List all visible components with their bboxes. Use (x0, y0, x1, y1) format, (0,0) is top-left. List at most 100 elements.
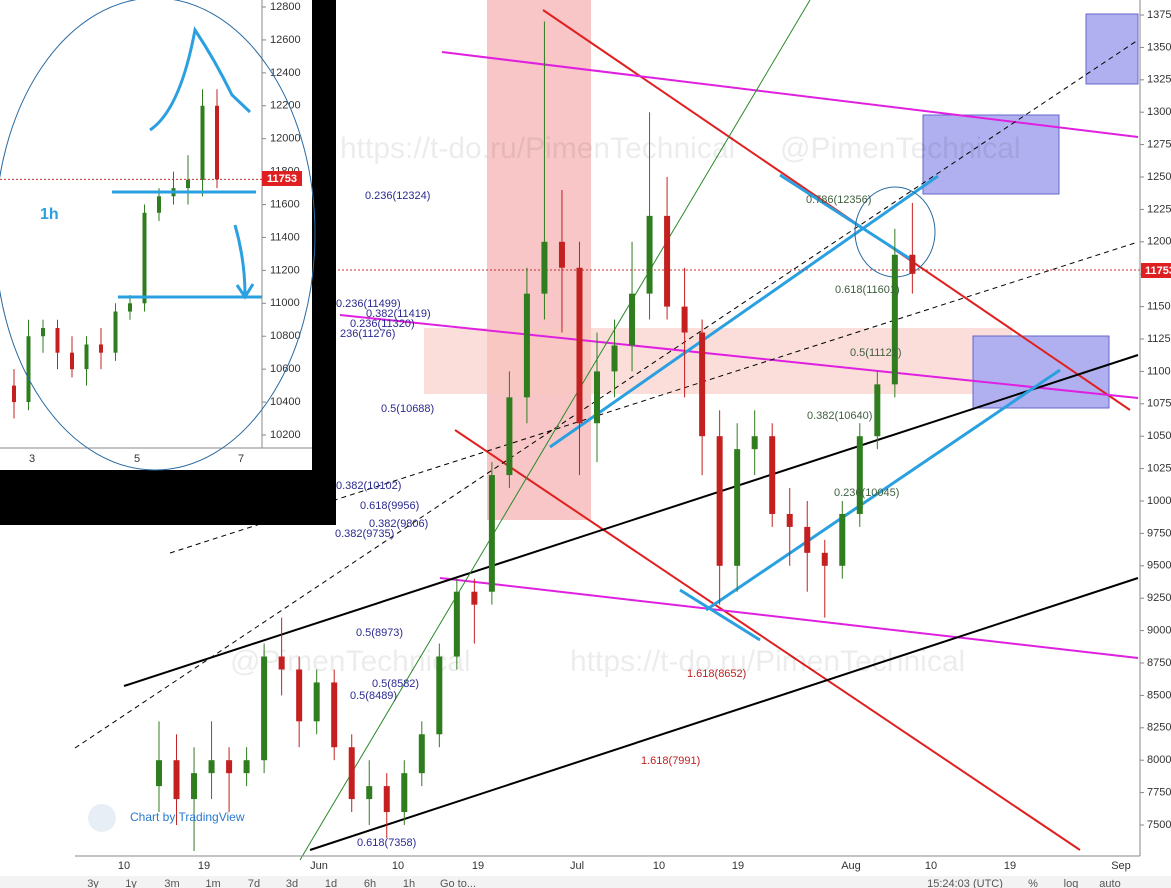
price-tick-label: 10500 (1147, 430, 1171, 442)
candle-body (646, 215, 653, 294)
candle-body (541, 241, 548, 294)
trend-line (439, 577, 1139, 659)
attribution: Chart by TradingView (130, 810, 245, 824)
range-button[interactable]: Go to... (440, 878, 476, 888)
zone (424, 328, 1012, 394)
date-label: Jul (570, 860, 584, 872)
date-label: 10 (118, 860, 130, 872)
candle-body (226, 760, 233, 774)
price-tick-label: 13750 (1147, 9, 1171, 21)
price-tick-label: 11500 (1147, 301, 1171, 313)
candle-body (157, 196, 161, 213)
date-label: 5 (134, 453, 140, 465)
option-button[interactable]: auto (1099, 878, 1120, 888)
last-price: 11753 (1145, 265, 1171, 277)
candle-body (611, 345, 618, 372)
price-tick-label: 9750 (1147, 527, 1171, 539)
price-tick-label: 12000 (270, 133, 301, 145)
trend-line (339, 314, 1139, 399)
candle-body (26, 336, 31, 403)
toolbar (0, 876, 1171, 888)
candle-body (99, 344, 103, 353)
range-button[interactable]: 1y (125, 878, 137, 888)
candle-body (84, 344, 89, 370)
fib-label: 0.382(9806) (369, 518, 428, 530)
date-label: 7 (238, 453, 244, 465)
price-tick-label: 12200 (270, 100, 301, 112)
zone (1085, 13, 1139, 85)
trend-line (309, 577, 1139, 851)
date-label: Jun (310, 860, 328, 872)
date-label: 10 (925, 860, 937, 872)
price-tick-label: 8000 (1147, 754, 1171, 766)
date-label: 10 (653, 860, 665, 872)
trend-line (123, 354, 1139, 687)
candle-body (401, 773, 408, 813)
price-tick-label: 10200 (270, 429, 301, 441)
candle-body (261, 656, 268, 761)
price-tick-label: 13500 (1147, 41, 1171, 53)
range-button[interactable]: 1h (403, 878, 415, 888)
price-tick-label: 10800 (270, 330, 301, 342)
fib-label: 0.5(11121) (850, 347, 902, 359)
watermark: @PimenTechnical (780, 132, 1021, 165)
trend-line (549, 174, 939, 449)
fib-label: 0.618(11601) (835, 284, 900, 296)
fib-label: 0.236(10045) (834, 487, 899, 499)
range-button[interactable]: 3m (164, 878, 179, 888)
candle-body (70, 352, 74, 370)
candle-body (821, 552, 828, 566)
price-tick-label: 11000 (1147, 365, 1171, 377)
candle-body (173, 760, 180, 800)
candle-body (41, 328, 45, 337)
annotation (0, 0, 316, 471)
fib-label: 0.382(9735) (335, 528, 394, 540)
range-button[interactable]: 3y (87, 878, 99, 888)
candle-body (200, 105, 205, 180)
candle-body (629, 293, 636, 346)
range-button[interactable]: 7d (248, 878, 260, 888)
range-button[interactable]: 1m (205, 878, 220, 888)
fib-label: 0.382(10640) (807, 410, 872, 422)
price-tick-label: 13250 (1147, 74, 1171, 86)
candle-body (523, 293, 530, 398)
date-label: Aug (841, 860, 861, 872)
candle-body (664, 215, 671, 307)
price-tick-label: 10250 (1147, 463, 1171, 475)
candle-body (453, 591, 460, 657)
range-button[interactable]: 3d (286, 878, 298, 888)
fib-label: 1.618(8652) (687, 668, 746, 680)
range-button[interactable]: 6h (364, 878, 376, 888)
trend-line (679, 588, 761, 642)
trend-line (169, 241, 1139, 554)
price-tick-label: 8250 (1147, 722, 1171, 734)
trend-line (779, 173, 916, 264)
candle-body (331, 682, 338, 748)
candle-body (558, 241, 565, 268)
inset-panel (0, 0, 312, 470)
price-tick-label: 12800 (270, 1, 301, 13)
candle-body (576, 267, 583, 424)
trend-line (441, 51, 1139, 138)
candle-body (348, 747, 355, 800)
candle-body (142, 212, 147, 304)
zone (487, 0, 591, 520)
price-tick-label: 10750 (1147, 398, 1171, 410)
logo (88, 804, 116, 832)
option-button[interactable]: % (1028, 878, 1038, 888)
candle-body (243, 760, 250, 774)
timeframe: 1h (40, 206, 59, 223)
candle-body (208, 760, 215, 774)
price-tick-label: 11250 (1147, 333, 1171, 345)
option-button[interactable]: log (1064, 878, 1079, 888)
drawings (74, 0, 1140, 861)
range-button[interactable]: 1d (325, 878, 337, 888)
candle-body (436, 656, 443, 735)
fib-label: 0.618(7358) (357, 837, 416, 849)
candle-body (471, 591, 478, 605)
candle-body (594, 371, 600, 424)
fib-label: 0.236(12324) (365, 190, 430, 202)
candle-body (716, 436, 723, 566)
